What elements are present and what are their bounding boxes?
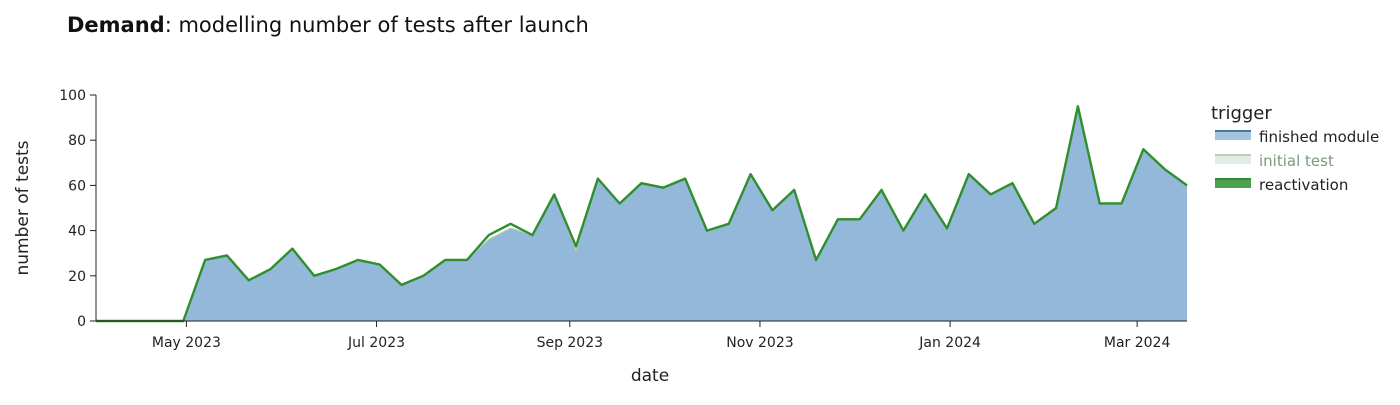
x-tick-label: Jul 2023 <box>347 335 405 351</box>
plot-area <box>96 105 1188 323</box>
x-tick-label: May 2023 <box>152 335 221 351</box>
x-axis: May 2023 Jul 2023 Sep 2023 Nov 2023 Jan 2024… <box>96 320 1187 351</box>
y-axis: 0 20 40 60 80 100 <box>59 88 97 330</box>
y-tick-label: 40 <box>68 224 86 240</box>
legend-swatch-initial-test <box>1215 155 1251 164</box>
x-axis-label: date <box>631 366 669 386</box>
y-tick-label: 0 <box>77 314 86 330</box>
y-tick-label: 20 <box>68 269 86 285</box>
y-tick-label: 100 <box>59 88 86 104</box>
legend-label: reactivation <box>1259 176 1348 194</box>
y-axis-label: number of tests <box>13 140 33 275</box>
x-tick-label: Sep 2023 <box>537 335 603 351</box>
y-tick-label: 60 <box>68 178 86 194</box>
legend: trigger finished module initial test react… <box>1211 103 1379 194</box>
legend-title: trigger <box>1211 103 1272 124</box>
x-tick-label: Nov 2023 <box>726 335 793 351</box>
x-tick-label: Mar 2024 <box>1104 335 1171 351</box>
legend-label: finished module <box>1259 128 1379 146</box>
chart-title-bold: Demand <box>67 13 165 37</box>
legend-label: initial test <box>1259 152 1334 170</box>
legend-swatch-finished-module <box>1215 131 1251 140</box>
x-tick-label: Jan 2024 <box>918 335 981 351</box>
chart-title-rest: : modelling number of tests after launch <box>165 13 589 37</box>
area-finished-module <box>96 106 1187 321</box>
legend-swatch-reactivation <box>1215 179 1251 188</box>
line-reactivation <box>96 105 1188 323</box>
y-tick-label: 80 <box>68 133 86 149</box>
chart-title: Demand: modelling number of tests after … <box>67 13 589 37</box>
